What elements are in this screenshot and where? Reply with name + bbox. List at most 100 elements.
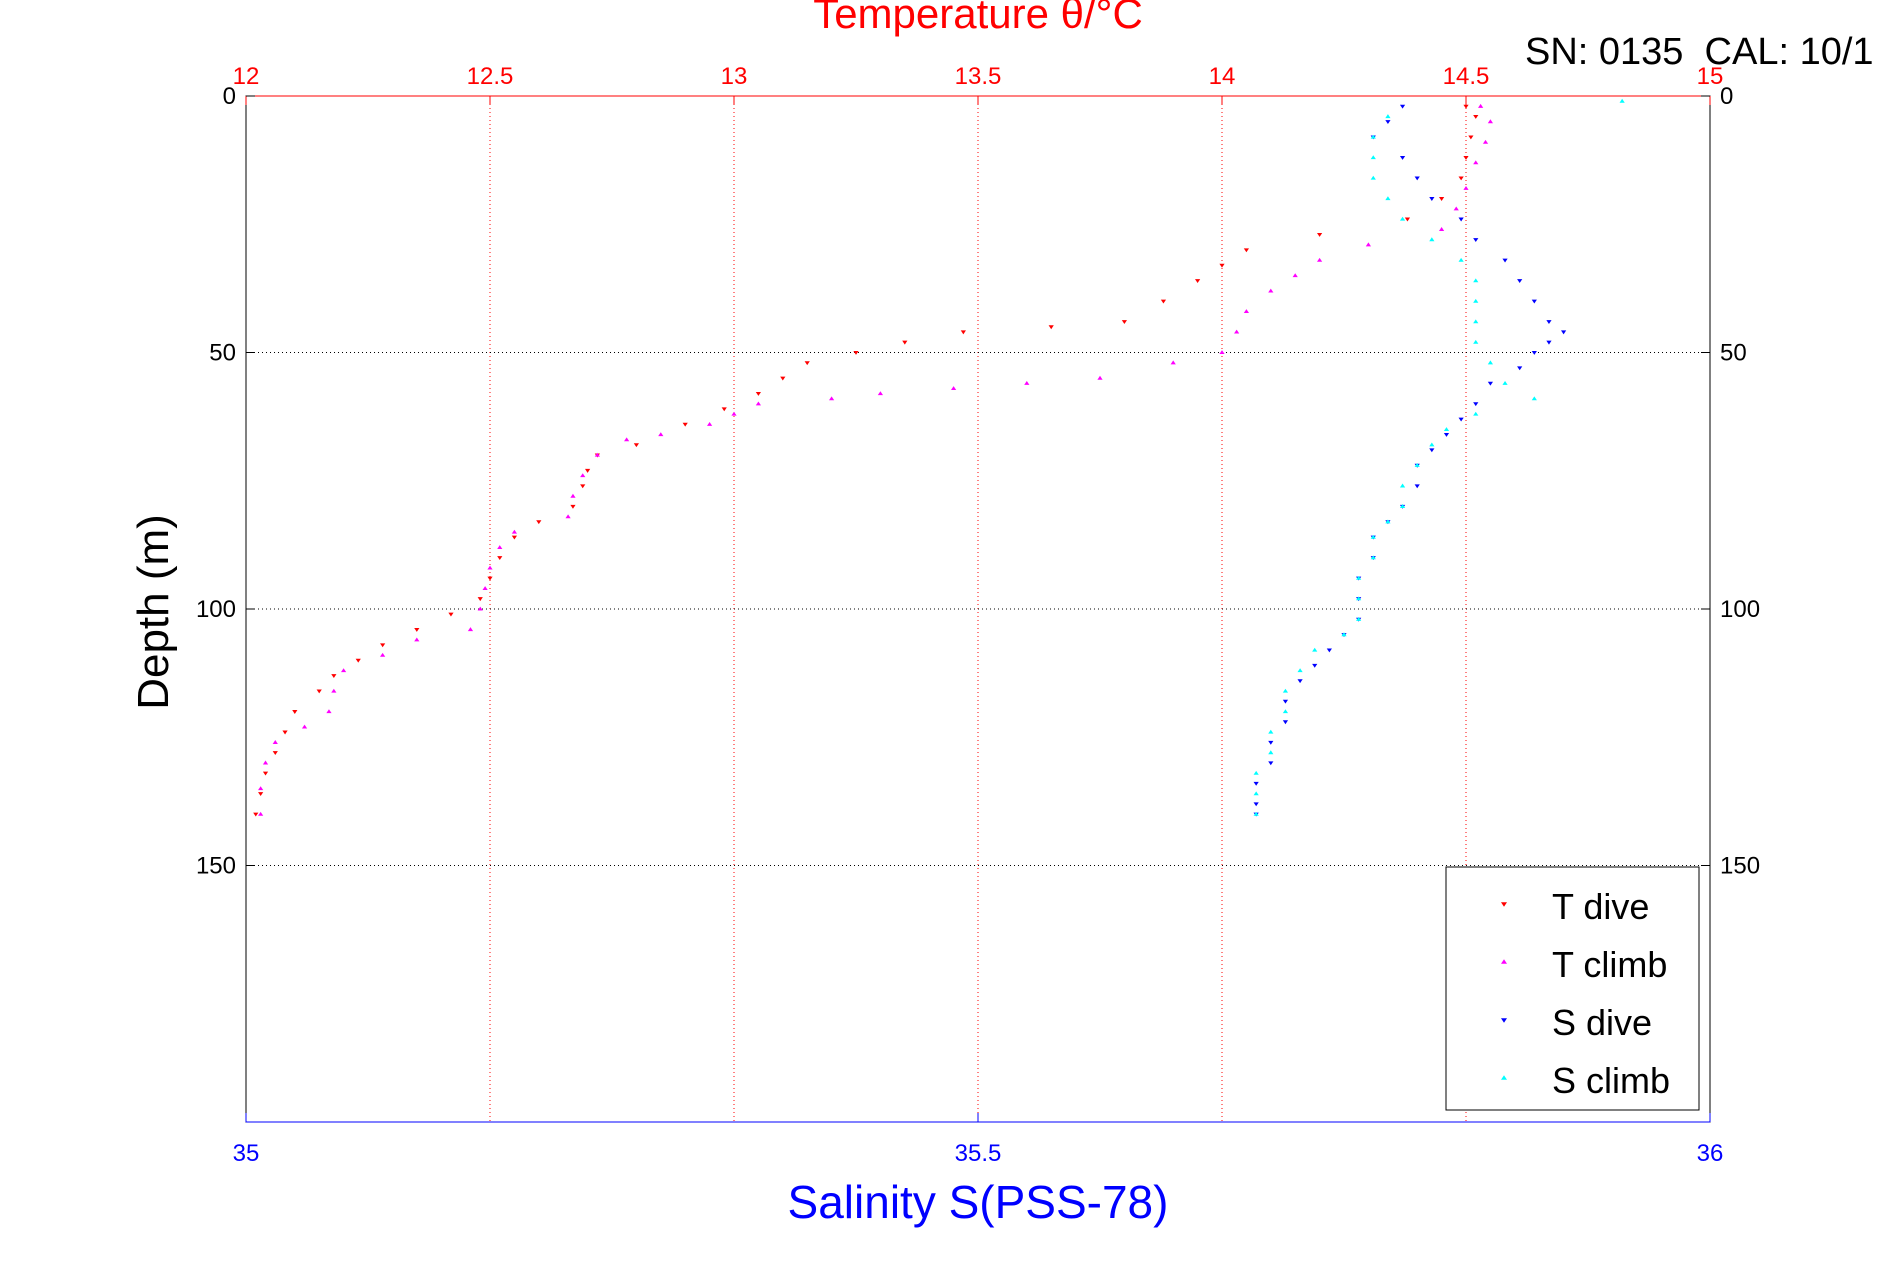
data-point-t-climb [565, 514, 571, 519]
data-point-t-climb [829, 396, 835, 401]
data-point-s-climb [1268, 729, 1274, 734]
data-point-t-climb [326, 709, 332, 714]
data-point-s-dive [1399, 156, 1406, 160]
data-point-t-dive [755, 391, 761, 396]
data-point-t-dive [536, 520, 542, 525]
data-point-s-climb [1370, 175, 1376, 180]
data-point-t-climb [658, 432, 664, 437]
data-point-s-climb [1443, 427, 1450, 432]
data-point-s-dive [1531, 350, 1537, 355]
data-point-t-dive [331, 674, 337, 679]
data-point-s-dive [1268, 761, 1274, 766]
data-point-s-climb [1429, 237, 1435, 242]
data-point-t-dive [487, 576, 493, 581]
data-point-s-climb [1487, 360, 1493, 365]
data-point-t-dive [414, 627, 420, 632]
data-point-t-climb [755, 401, 761, 406]
data-point-s-climb [1429, 442, 1435, 447]
data-point-t-dive [355, 658, 361, 663]
data-point-t-dive [1219, 263, 1225, 268]
legend-box [1445, 866, 1700, 1111]
data-point-s-climb [1268, 750, 1274, 755]
data-point-t-dive [804, 361, 810, 366]
data-point-t-dive [1404, 217, 1411, 222]
data-point-t-dive [258, 792, 264, 797]
data-point-s-climb [1370, 534, 1376, 539]
data-point-s-climb [1531, 396, 1537, 401]
data-point-t-dive [1468, 135, 1474, 140]
data-point-t-climb [731, 411, 737, 416]
data-point-t-climb [414, 637, 420, 642]
chart-title: Temperature θ/°C [813, 0, 1143, 37]
data-point-s-climb [1370, 155, 1376, 160]
data-point-s-climb [1370, 555, 1376, 560]
data-point-t-climb [1439, 227, 1445, 231]
data-point-t-climb [1170, 360, 1176, 365]
grid-layer [246, 96, 1710, 1122]
tick-layer: 12 12.5 13 13.5 14 14.5 15 35 35.5 36 0 0 50 50 100 100… [196, 63, 1760, 1167]
legend-marker-s-dive [1501, 1018, 1507, 1023]
left-tick-label: 0 [223, 83, 236, 110]
data-point-t-climb [1219, 350, 1225, 355]
data-point-s-climb [1282, 688, 1289, 693]
data-point-t-climb [487, 565, 493, 570]
data-point-s-climb [1385, 196, 1391, 201]
data-point-t-dive [1317, 232, 1323, 237]
data-point-s-climb [1399, 216, 1406, 221]
data-point-t-dive [511, 535, 517, 540]
data-point-t-climb [580, 473, 586, 478]
data-point-s-dive [1429, 197, 1435, 201]
data-point-s-dive [1385, 120, 1391, 124]
data-point-s-dive [1458, 217, 1464, 222]
data-point-s-climb [1473, 298, 1479, 303]
data-point-t-climb [707, 421, 713, 426]
legend-label-t-dive: T dive [1552, 886, 1649, 927]
data-point-t-climb [341, 668, 347, 673]
data-point-s-dive [1297, 679, 1303, 684]
data-point-t-climb [1478, 103, 1484, 108]
data-point-t-climb [497, 545, 503, 549]
data-point-s-dive [1487, 381, 1493, 386]
data-point-t-climb [258, 786, 264, 791]
data-point-t-dive [721, 407, 727, 412]
data-point-t-dive [853, 350, 859, 355]
data-point-t-climb [258, 811, 264, 816]
data-point-t-climb [467, 627, 474, 632]
data-point-t-dive [902, 340, 908, 345]
data-point-t-climb [511, 529, 517, 534]
data-point-t-climb [1487, 119, 1493, 124]
data-point-t-climb [1365, 242, 1371, 247]
data-point-s-dive [1473, 238, 1479, 242]
data-point-t-dive [682, 422, 688, 427]
right-tick-label: 100 [1720, 596, 1760, 623]
top-tick-label: 15 [1697, 63, 1724, 90]
top-tick-label: 13 [721, 63, 748, 90]
data-point-s-dive [1458, 417, 1464, 422]
data-point-t-dive [1195, 279, 1201, 284]
data-point-t-dive [477, 597, 483, 602]
data-point-t-climb [1097, 375, 1103, 380]
data-point-s-climb [1282, 709, 1289, 714]
data-point-t-dive [292, 710, 298, 714]
top-tick-label: 13.5 [955, 63, 1002, 90]
data-point-t-dive [1463, 156, 1469, 160]
data-point-s-climb [1473, 411, 1479, 416]
data-point-s-climb [1473, 339, 1479, 344]
data-point-t-dive [580, 484, 586, 489]
data-point-s-climb [1253, 791, 1259, 796]
data-point-s-climb [1297, 668, 1303, 673]
marker-layer [253, 98, 1625, 817]
data-point-s-climb [1414, 463, 1420, 467]
data-point-s-dive [1414, 176, 1420, 181]
data-point-t-climb [1292, 273, 1298, 278]
data-point-s-climb [1385, 114, 1391, 119]
data-point-s-climb [1370, 134, 1376, 139]
top-tick-label: 12 [233, 63, 260, 90]
legend-label-t-climb: T climb [1552, 944, 1667, 985]
data-point-t-dive [262, 771, 269, 776]
data-point-s-climb [1458, 257, 1464, 262]
data-point-t-climb [380, 652, 386, 657]
data-point-t-climb [1234, 329, 1240, 334]
